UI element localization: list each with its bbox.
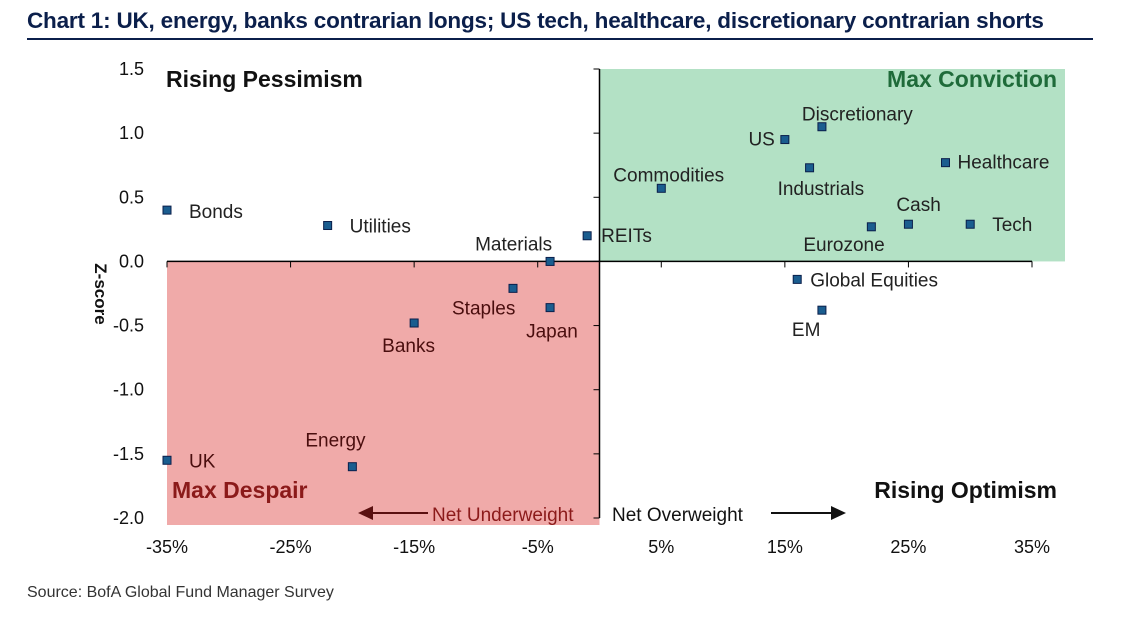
quadrant-label-top-right: Max Conviction — [887, 66, 1057, 92]
point-healthcare — [941, 158, 950, 168]
net-overweight-arrowhead — [831, 506, 846, 520]
y-tick-label: 1.5 — [119, 59, 144, 79]
point-global-equities — [792, 274, 802, 284]
y-tick-label: -1.0 — [113, 380, 144, 400]
point-bonds — [162, 205, 172, 215]
point-cash — [903, 219, 913, 229]
point-label-em: EM — [792, 320, 821, 341]
y-tick-label: 0.0 — [119, 251, 144, 271]
y-tick-label: -0.5 — [113, 316, 144, 336]
x-tick-label: 25% — [890, 537, 926, 557]
x-tick-label: 35% — [1014, 537, 1050, 557]
point-em — [817, 305, 827, 315]
x-tick-label: -15% — [393, 537, 435, 557]
max-despair-region — [167, 261, 600, 525]
max-conviction-region — [599, 69, 1065, 262]
x-tick-label: 5% — [648, 537, 674, 557]
point-reits — [582, 231, 592, 241]
point-label-banks: Banks — [382, 336, 435, 357]
point-label-materials: Materials — [475, 234, 552, 255]
x-tick-label: -5% — [522, 537, 554, 557]
net-overweight-label: Net Overweight — [612, 505, 744, 526]
chart-title: Chart 1: UK, energy, banks contrarian lo… — [27, 8, 1044, 33]
y-tick-label: 1.0 — [119, 123, 144, 143]
point-label-japan: Japan — [526, 322, 578, 343]
point-materials — [545, 256, 555, 266]
x-tick-label: -25% — [270, 537, 312, 557]
point-banks — [409, 318, 419, 328]
point-industrials — [805, 163, 815, 173]
point-discretionary — [817, 122, 827, 132]
point-us — [780, 135, 790, 145]
point-label-bonds: Bonds — [189, 202, 243, 223]
point-label-reits: REITs — [601, 226, 652, 247]
y-axis-title: Z-score — [91, 263, 110, 324]
point-japan — [545, 303, 555, 313]
net-underweight-label: Net Underweight — [432, 505, 574, 526]
point-label-utilities: Utilities — [350, 217, 411, 238]
point-label-commodities: Commodities — [613, 165, 724, 186]
point-staples — [508, 283, 518, 293]
x-tick-label: 15% — [767, 537, 803, 557]
point-label-energy: Energy — [305, 431, 366, 452]
point-label-us: US — [748, 130, 774, 151]
title-underline — [27, 38, 1093, 40]
quadrant-label-bottom-left: Max Despair — [172, 477, 308, 503]
point-label-staples: Staples — [452, 298, 515, 319]
point-label-global-equities: Global Equities — [810, 270, 938, 291]
point-eurozone — [866, 222, 876, 232]
point-commodities — [656, 183, 666, 193]
point-tech — [965, 219, 975, 229]
point-label-industrials: Industrials — [778, 179, 865, 200]
y-tick-label: -1.5 — [113, 444, 144, 464]
point-label-uk: UK — [189, 451, 216, 472]
point-energy — [347, 462, 357, 472]
y-tick-label: -2.0 — [113, 508, 144, 528]
y-tick-label: 0.5 — [119, 187, 144, 207]
point-label-tech: Tech — [992, 215, 1032, 236]
point-utilities — [323, 221, 333, 231]
x-tick-label: -35% — [146, 537, 188, 557]
quadrant-label-bottom-right: Rising Optimism — [874, 477, 1057, 503]
point-label-discretionary: Discretionary — [802, 105, 913, 126]
point-uk — [162, 455, 172, 465]
point-label-cash: Cash — [896, 195, 940, 216]
quadrant-label-top-left: Rising Pessimism — [166, 66, 363, 92]
point-label-healthcare: Healthcare — [958, 153, 1050, 174]
point-label-eurozone: Eurozone — [803, 235, 884, 256]
net-underweight-arrowhead — [358, 506, 373, 520]
source-note: Source: BofA Global Fund Manager Survey — [27, 584, 334, 601]
